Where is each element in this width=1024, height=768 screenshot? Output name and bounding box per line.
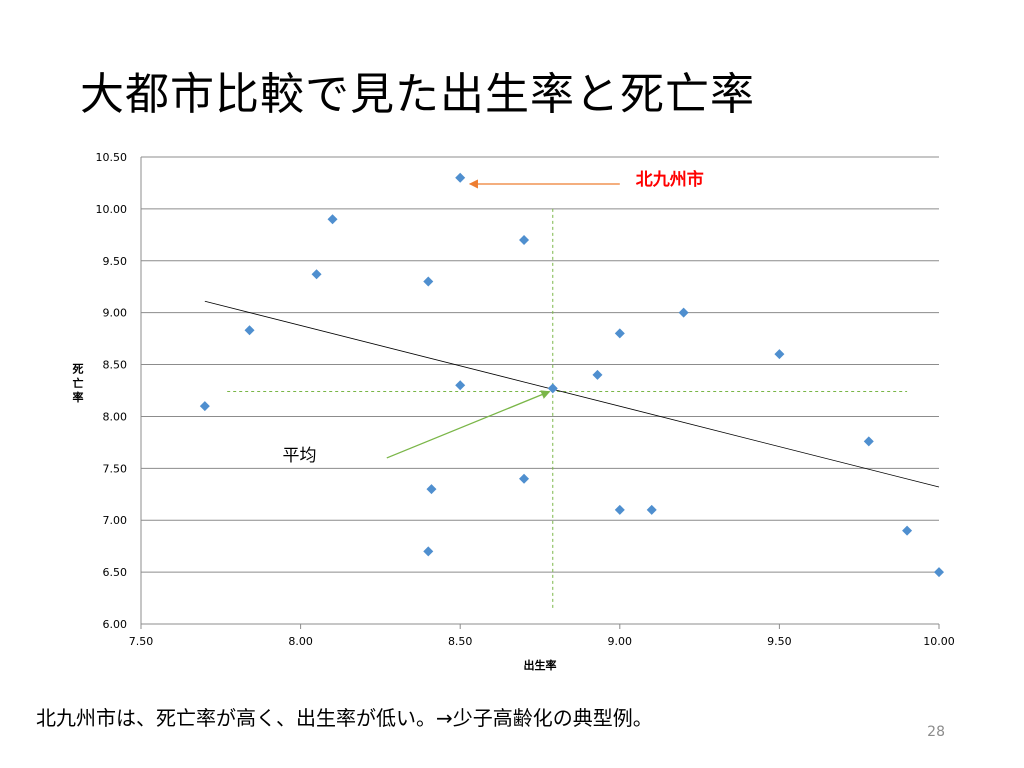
x-tick-label: 7.50	[129, 635, 154, 648]
data-point	[863, 436, 874, 447]
data-point	[199, 401, 210, 412]
data-point	[519, 473, 530, 484]
trendline-path	[204, 300, 940, 488]
data-point	[519, 235, 530, 246]
y-axis-title: 死亡率	[73, 363, 84, 405]
data-point	[455, 380, 466, 391]
x-axis-title: 出生率	[524, 658, 557, 672]
data-point	[426, 484, 437, 495]
y-tick-label: 8.50	[103, 359, 128, 372]
y-tick-label: 10.00	[96, 203, 128, 216]
data-point	[311, 269, 322, 280]
axes	[140, 157, 940, 629]
data-point	[614, 504, 625, 515]
y-tick-label: 6.00	[103, 618, 128, 631]
data-points	[199, 172, 944, 578]
y-tick-label: 6.50	[103, 566, 128, 579]
y-tick-label: 7.50	[103, 462, 128, 475]
data-point	[934, 567, 944, 578]
data-point	[678, 307, 689, 318]
data-point	[592, 369, 603, 380]
slide-title: 大都市比較で見た出生率と死亡率	[80, 69, 755, 120]
data-point	[327, 214, 338, 225]
annotation-label: 北九州市	[636, 169, 704, 190]
x-tick-label: 9.50	[767, 635, 792, 648]
average-lines	[227, 208, 908, 609]
slide-caption: 北九州市は、死亡率が高く、出生率が低い。→少子高齢化の典型例。	[36, 706, 653, 730]
data-point	[902, 525, 913, 536]
x-tick-label: 9.00	[608, 635, 633, 648]
trendline	[204, 300, 940, 488]
annotation-arrow	[386, 390, 551, 459]
annotation-label: 平均	[283, 446, 317, 466]
data-point	[423, 276, 434, 287]
grid-lines	[141, 156, 939, 573]
x-tick-label: 8.00	[288, 635, 313, 648]
axis-labels: 6.00 6.50 7.00 7.50 8.00 8.50 9.00 9.50 10.00 10.…	[73, 151, 955, 672]
data-point	[614, 328, 625, 339]
data-point	[423, 546, 434, 557]
x-tick-label: 8.50	[448, 635, 473, 648]
x-tick-label: 10.00	[923, 635, 955, 648]
page-number: 28	[927, 724, 945, 740]
data-point	[774, 349, 785, 360]
y-tick-label: 9.50	[103, 255, 128, 268]
y-tick-label: 7.00	[103, 514, 128, 527]
data-point	[244, 325, 255, 336]
y-tick-label: 8.00	[103, 410, 128, 423]
data-point	[646, 504, 657, 515]
data-point	[455, 172, 466, 183]
y-tick-label: 10.50	[96, 151, 128, 164]
y-tick-label: 9.00	[103, 307, 128, 320]
